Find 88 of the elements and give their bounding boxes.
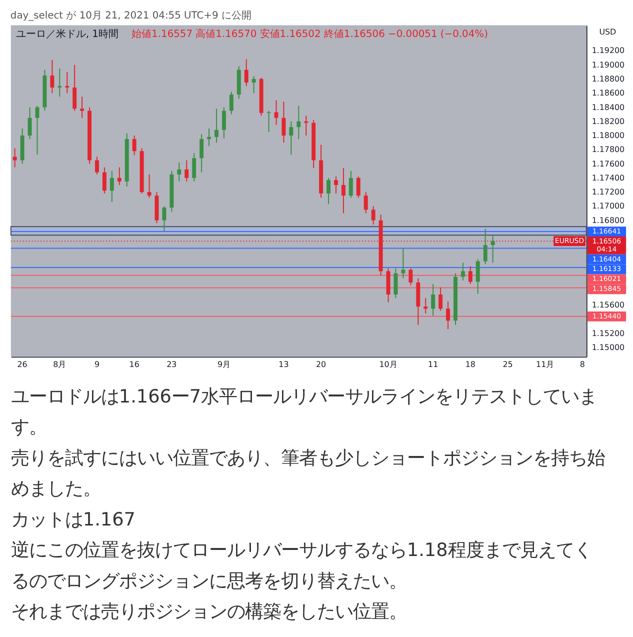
x-tick-label: 9月 [217,360,230,370]
text: day_select が 10月 21, 2021 04:55 UTC+9 に公開 [10,9,252,22]
candlestick [274,100,278,126]
y-tick-label: 1.17000 [592,202,625,211]
y-tick-label: 1.17400 [592,173,625,182]
x-tick-label: 16 [129,360,140,370]
y-tick-label: 1.18400 [592,102,625,112]
x-tick-label: 10月 [379,360,398,370]
candlestick [80,96,84,118]
candlestick [289,120,294,156]
text: ユーロドルは1.166ー7水平ロールリバーサルラインをリテストしています。 [10,386,598,438]
candlestick [296,105,301,140]
candlestick [102,166,106,194]
candlestick [468,266,472,284]
y-tick-label: 1.18600 [592,88,625,98]
candlestick [483,228,488,265]
candlestick [132,135,136,156]
candlestick [95,156,99,175]
candlestick [222,106,226,139]
x-tick-label: 8月 [53,360,66,370]
text: 売りを試すにはいい位置であり、筆者も少しショートポジションを持ち始めました。 [10,448,605,500]
y-tick-label: 1.15600 [592,300,625,310]
candlestick [460,262,465,281]
candlestick [214,108,218,144]
x-tick-label: 11 [428,360,438,370]
candlestick [192,152,196,182]
candlestick [200,134,204,173]
candlestick [326,177,330,205]
candlestick [348,170,353,198]
y-tick-label: 1.18000 [592,131,625,140]
candlestick [364,192,368,214]
candlestick [229,91,234,115]
candlestick [184,160,189,182]
candlestick [408,268,413,286]
y-tick-label: 1.18200 [592,116,625,126]
candlestick [207,128,211,147]
y-tick-label: 1.18800 [592,74,625,84]
candlestick [356,176,360,198]
candlestick [424,298,428,314]
y-tick-label: 1.19200 [592,46,625,56]
candlestick [266,110,271,132]
text: それまでは売りポジションの構築をしたい位置。 [10,602,407,623]
candlestick [117,166,122,186]
y-tick-label: 1.19000 [592,60,625,70]
candlestick [252,76,256,94]
candlestick [72,64,77,112]
x-tick-label: 26 [17,360,28,370]
x-tick-label: 18 [465,360,476,370]
text: カットは1.167 [10,509,136,530]
candlestick [58,68,62,98]
candlestick [65,71,70,94]
candlestick [334,176,338,194]
x-tick-label: 8 [580,360,585,370]
x-tick-label: 25 [502,360,513,370]
chart-subtitle: 始値1.16557 高値1.16570 安値1.16502 終値1.16506 −0.00051 (−0.04%) [132,28,488,40]
candlestick [162,206,166,232]
candlestick [490,234,495,264]
x-tick-label: 23 [166,360,177,370]
candlestick [12,148,17,168]
candlestick [341,168,346,214]
candlestick [304,115,308,136]
y-tick-label: 1.17800 [592,145,625,154]
candlestick [476,258,480,294]
y-tick-label: 1.17600 [592,159,625,168]
candlestick [50,59,54,94]
y-tick-label: 1.17200 [592,188,625,197]
y-tick-label: 1.15000 [592,342,625,352]
candlestick [28,106,32,140]
x-tick-label: 13 [278,360,289,370]
x-tick-label: 20 [316,360,326,370]
candlestick [371,206,376,226]
candlestick [438,286,443,312]
text: 逆にこの位置を抜けてロールリバーサルするなら1.18程度まで見えてくるのでロングポジションに思考を切り替えたい。 [10,540,592,592]
candlestick [431,283,436,316]
x-tick-label: 11月 [536,360,554,370]
y-tick-label: 1.15200 [592,328,625,338]
y-tick-label: 1.16800 [592,216,625,225]
candlestick [177,162,182,182]
candlestick [282,101,286,144]
x-tick-label: 9 [94,360,100,370]
chart-title: ユーロ／米ドル, 1時間 [16,28,118,40]
candlestick [401,248,406,279]
candlestick [446,301,450,330]
candlestick [147,174,152,198]
candlestick [110,170,114,202]
y-axis-title: USD [599,28,616,37]
candlestick [394,268,398,299]
candlestick [244,58,248,87]
